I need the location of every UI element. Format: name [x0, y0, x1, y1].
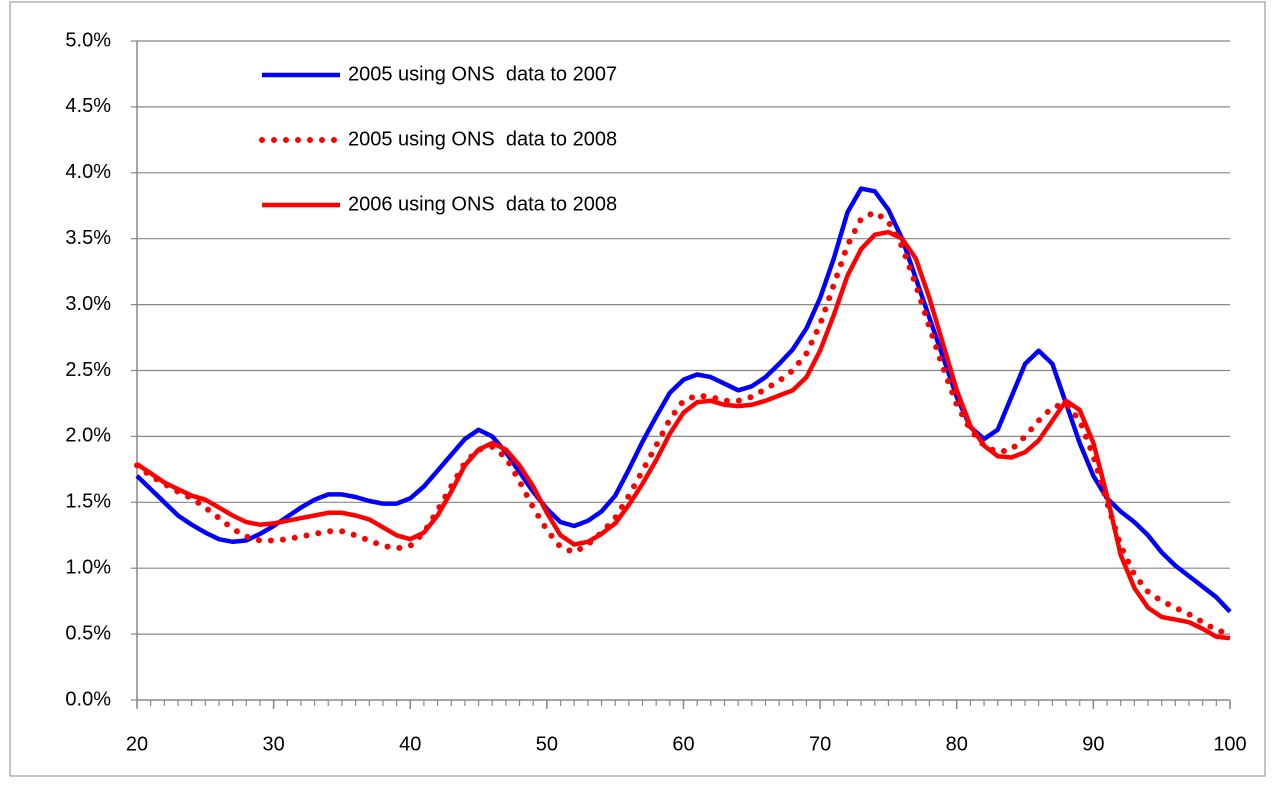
legend-label: 2005 using ONS data to 2008 [348, 128, 617, 150]
series-line [135, 186, 1232, 614]
series-line [134, 208, 1233, 638]
y-tick-label: 4.0% [65, 161, 111, 183]
x-tick-label: 20 [126, 733, 148, 755]
legend-label: 2005 using ONS data to 2007 [348, 63, 617, 85]
x-tick-label: 100 [1213, 733, 1246, 755]
series-line [135, 229, 1231, 641]
y-tick-label: 1.0% [65, 556, 111, 578]
y-tick-label: 2.5% [65, 359, 111, 381]
x-tick-label: 50 [536, 733, 558, 755]
x-tick-label: 80 [946, 733, 968, 755]
y-tick-label: 3.0% [65, 293, 111, 315]
x-tick-label: 90 [1082, 733, 1104, 755]
chart-border [9, 1, 1266, 777]
y-tick-label: 3.5% [65, 227, 111, 249]
y-tick-label: 1.5% [65, 491, 111, 513]
x-tick-label: 60 [672, 733, 694, 755]
x-tick-label: 40 [399, 733, 421, 755]
x-tick-label: 30 [263, 733, 285, 755]
y-tick-label: 2.0% [65, 425, 111, 447]
y-tick-label: 0.0% [65, 688, 111, 710]
legend-label: 2006 using ONS data to 2008 [348, 193, 617, 215]
y-tick-label: 5.0% [65, 29, 111, 51]
y-tick-label: 4.5% [65, 95, 111, 117]
x-tick-label: 70 [809, 733, 831, 755]
y-tick-label: 0.5% [65, 622, 111, 644]
